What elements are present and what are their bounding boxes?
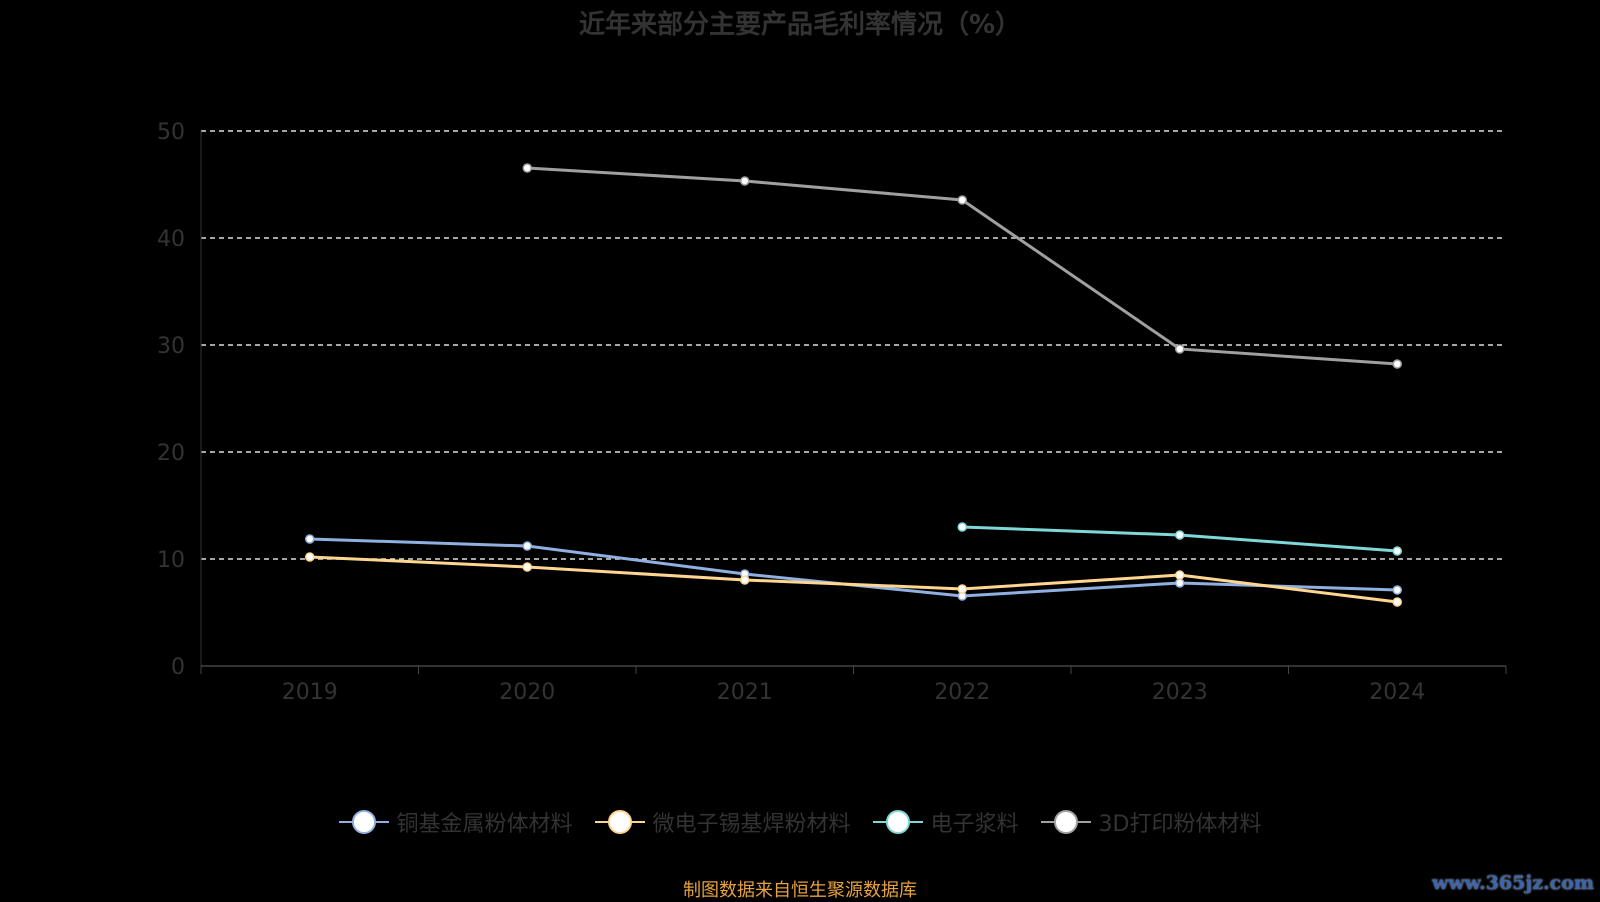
series-line — [309, 555, 1398, 604]
x-tick-label: 2022 — [934, 680, 990, 705]
series-3D打印粉体材料 — [522, 163, 1402, 369]
x-tick-label: 2024 — [1369, 680, 1425, 705]
x-tick-label: 2021 — [717, 680, 773, 705]
data-point — [522, 163, 532, 173]
series-line — [309, 537, 1398, 598]
series-微电子锡基焊粉材料 — [305, 552, 1402, 607]
y-tick-label: 40 — [157, 227, 185, 252]
data-point — [522, 562, 532, 572]
y-tick-label: 20 — [157, 441, 185, 466]
y-tick-label: 0 — [171, 655, 185, 680]
legend-marker-icon — [338, 810, 389, 834]
data-point — [1175, 344, 1185, 354]
legend: 铜基金属粉体材料 微电子锡基焊粉材料 电子浆料 3D打印粉体材料 — [0, 806, 1600, 838]
data-point — [1392, 597, 1402, 607]
chart-title: 近年来部分主要产品毛利率情况（%） — [578, 10, 1022, 40]
data-point — [957, 195, 967, 205]
data-point — [1175, 578, 1185, 588]
data-point — [1175, 570, 1185, 580]
data-point — [1392, 585, 1402, 595]
data-point — [740, 575, 750, 585]
data-point — [522, 541, 532, 551]
legend-item[interactable]: 铜基金属粉体材料 — [338, 806, 573, 838]
y-tick-label: 50 — [157, 120, 185, 145]
x-tick-label: 2020 — [499, 680, 555, 705]
y-tick-label: 10 — [157, 548, 185, 573]
legend-marker-icon — [594, 810, 645, 834]
legend-item[interactable]: 电子浆料 — [872, 806, 1019, 838]
line-chart: 0 10 20 30 40 50 2019 2020 2021 2022 2023 2024 — [157, 120, 1507, 705]
data-point — [740, 176, 750, 186]
data-point — [305, 552, 315, 562]
legend-label: 3D打印粉体材料 — [1098, 812, 1262, 837]
watermark: www.365jz.com — [1431, 872, 1594, 894]
y-tick-label: 30 — [157, 334, 185, 359]
data-point — [1392, 546, 1402, 556]
data-point — [957, 522, 967, 532]
series-电子浆料 — [957, 522, 1402, 556]
legend-marker-icon — [872, 810, 923, 834]
legend-label: 电子浆料 — [930, 812, 1019, 837]
legend-marker-icon — [1040, 810, 1091, 834]
data-point — [1392, 359, 1402, 369]
legend-item[interactable]: 微电子锡基焊粉材料 — [594, 806, 851, 838]
data-point — [1175, 530, 1185, 540]
legend-item[interactable]: 3D打印粉体材料 — [1040, 806, 1262, 838]
source-note: 制图数据来自恒生聚源数据库 — [683, 880, 917, 901]
x-tick-label: 2019 — [282, 680, 338, 705]
series-铜基金属粉体材料 — [305, 534, 1402, 601]
data-point — [957, 584, 967, 594]
legend-label: 铜基金属粉体材料 — [396, 812, 573, 837]
x-tick-label: 2023 — [1152, 680, 1208, 705]
data-point — [305, 534, 315, 544]
legend-label: 微电子锡基焊粉材料 — [652, 812, 851, 837]
